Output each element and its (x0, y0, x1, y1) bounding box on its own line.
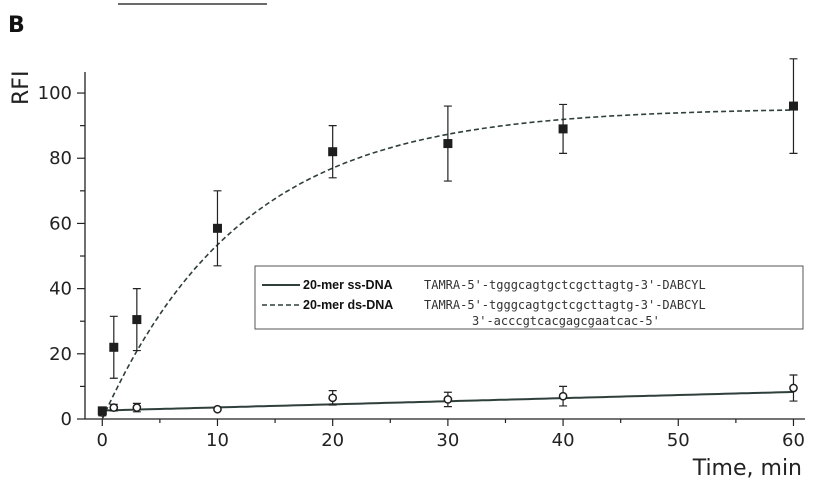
data-point-ds (443, 139, 453, 149)
data-points (97, 58, 798, 417)
legend-box (254, 265, 804, 330)
data-point-ss (213, 404, 222, 414)
data-point-ss (109, 403, 119, 412)
axes: 0 20 40 60 80 100 0 10 20 30 40 50 60 (38, 72, 805, 451)
y-tick-label: 0 (61, 409, 72, 430)
data-point-ss (789, 383, 798, 393)
legend-ds-sequence-1: TAMRA-5'-tgggcagtgctcgcttagtg-3'-DABCYL (424, 298, 706, 312)
legend-ss-sequence: TAMRA-5'-tgggcagtgctcgcttagtg-3'-DABCYL (424, 278, 706, 292)
data-point-ds (328, 147, 338, 157)
x-tick-label: 20 (321, 430, 344, 451)
panel-label: B (8, 13, 25, 38)
legend-ds-name: 20-mer ds-DNA (303, 298, 393, 312)
data-point-ds (97, 406, 107, 416)
legend-ds-sequence-2: 3'-acccgtcacgagcgaatcac-5' (472, 314, 660, 328)
x-tick-label: 30 (436, 430, 459, 451)
x-tick-label: 50 (667, 430, 690, 451)
x-tick-label: 10 (206, 430, 229, 451)
y-tick-label: 60 (49, 213, 72, 234)
legend-ss-name: 20-mer ss-DNA (303, 278, 393, 292)
data-point-ss (443, 395, 453, 404)
x-axis-title: Time, min (692, 456, 802, 481)
x-tick-label: 40 (552, 430, 575, 451)
data-point-ss (558, 391, 568, 401)
y-tick-label: 20 (49, 344, 72, 365)
data-point-ds (558, 124, 568, 134)
y-tick-label: 100 (38, 83, 72, 104)
data-point-ds (212, 223, 222, 233)
x-tick-label: 0 (97, 430, 108, 451)
data-point-ds (788, 101, 798, 111)
y-tick-label: 40 (49, 279, 72, 300)
data-point-ds (109, 342, 119, 352)
data-point-ds (132, 315, 142, 325)
y-tick-label: 80 (49, 148, 72, 169)
x-tick-label: 60 (782, 430, 805, 451)
y-axis-title: RFI (9, 71, 34, 105)
data-point-ss (132, 403, 142, 412)
data-point-ss (328, 393, 338, 403)
legend: 20-mer ss-DNA TAMRA-5'-tgggcagtgctcgctta… (254, 265, 804, 330)
